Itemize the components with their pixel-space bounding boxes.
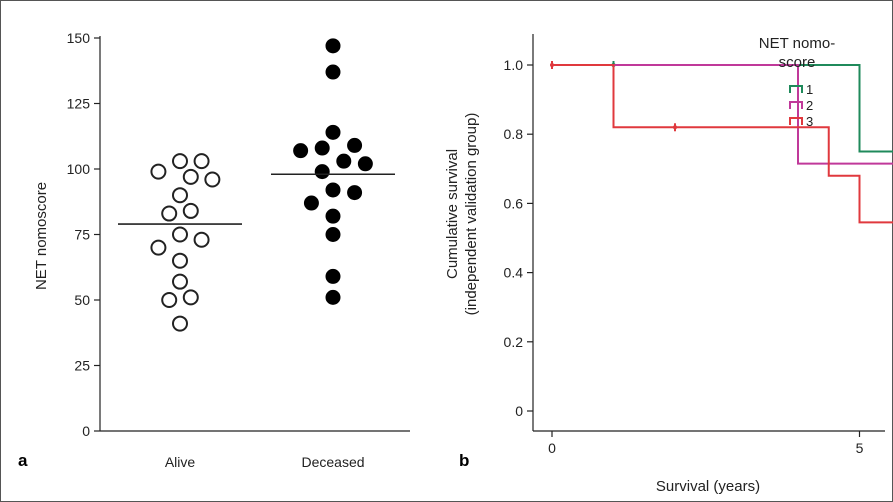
legend-label-group-1: 1 <box>806 82 813 97</box>
alive-point <box>161 292 178 308</box>
panel-a-y-tick-label: 25 <box>74 358 90 374</box>
deceased-point <box>325 124 341 140</box>
deceased-point <box>293 143 309 159</box>
panel-a-y-tick-label: 150 <box>67 30 91 46</box>
legend-swatch-group-2 <box>789 101 803 109</box>
deceased-point <box>325 38 341 54</box>
panel-b-y-tick-label: 0 <box>515 403 523 419</box>
survival-curve-group-3 <box>552 64 893 224</box>
panel-a-marks <box>118 38 395 332</box>
alive-point <box>150 163 167 180</box>
panel-a-y-tick-label: 50 <box>74 292 90 308</box>
panel-a-scatter: a NET nomoscore 0 25 50 75 100 125 150 Alive Dec… <box>18 30 410 470</box>
deceased-point <box>325 182 341 198</box>
legend-label-group-3: 3 <box>806 114 813 129</box>
legend-swatch-group-1 <box>789 85 803 93</box>
panel-b-label: b <box>459 451 469 470</box>
deceased-point <box>325 208 341 224</box>
panel-b-survival: b Cumulative survival (independent valid… <box>444 34 893 495</box>
alive-point <box>172 252 188 269</box>
panel-b-x-tick-label: 5 <box>856 440 864 456</box>
censor-dot-group-3 <box>550 63 554 67</box>
panel-b-x-axis-title: Survival (years) <box>656 478 760 495</box>
alive-point <box>161 205 178 222</box>
deceased-point <box>303 195 319 211</box>
alive-point <box>172 153 188 170</box>
alive-point <box>172 187 188 204</box>
panel-b-y-tick-label: 0.6 <box>504 195 524 211</box>
panel-a-y-tick-label: 125 <box>67 96 91 112</box>
panel-b-axes: 00.20.40.60.81.005101520 <box>504 34 885 456</box>
deceased-point <box>314 164 330 180</box>
alive-point <box>150 239 167 256</box>
deceased-point <box>314 140 330 156</box>
panel-a-x-tick-label: Alive <box>165 454 196 470</box>
alive-point <box>204 171 221 188</box>
panel-b-y-axis-title-line1: Cumulative survival <box>444 149 461 279</box>
deceased-point <box>325 227 341 242</box>
panel-b-y-axis-title-line2: (independent validation group) <box>463 113 480 316</box>
panel-b-y-tick-label: 1.0 <box>504 57 524 73</box>
alive-point <box>182 289 199 306</box>
deceased-point <box>357 156 373 172</box>
alive-point <box>182 202 199 219</box>
legend-swatch-group-3 <box>789 117 803 125</box>
deceased-point <box>347 137 363 153</box>
panel-a-x-tick-label: Deceased <box>301 454 364 470</box>
panel-b-marks <box>550 61 893 224</box>
panel-b-legend: NET nomo- score 123 <box>759 35 835 129</box>
deceased-point <box>325 64 341 80</box>
panel-a-y-tick-label: 100 <box>67 161 91 177</box>
deceased-point <box>325 289 341 305</box>
alive-point <box>172 226 188 243</box>
panel-b-y-tick-label: 0.2 <box>504 334 524 350</box>
deceased-point <box>347 185 363 201</box>
panel-a-y-axis-title: NET nomoscore <box>33 182 50 290</box>
panel-a-y-tick-label: 75 <box>74 227 90 243</box>
deceased-point <box>336 153 352 169</box>
survival-curve-group-2 <box>552 64 893 165</box>
panel-b-x-tick-label: 0 <box>548 440 556 456</box>
censor-dot-group-3 <box>673 125 677 130</box>
panel-a-axes: 0 25 50 75 100 125 150 Alive Deceased <box>67 30 410 470</box>
panel-a-y-tick-label: 0 <box>82 423 90 439</box>
deceased-point <box>325 268 341 284</box>
alive-point <box>193 153 210 170</box>
alive-point <box>172 273 188 290</box>
panel-b-y-tick-label: 0.4 <box>504 265 524 281</box>
legend-title-line2: score <box>779 54 816 71</box>
panel-a-label: a <box>18 451 28 470</box>
alive-point <box>193 231 210 248</box>
alive-point <box>182 168 199 185</box>
legend-title-line1: NET nomo- <box>759 35 835 52</box>
alive-point <box>172 315 188 332</box>
panel-b-y-tick-label: 0.8 <box>504 126 524 142</box>
legend-label-group-2: 2 <box>806 98 813 113</box>
